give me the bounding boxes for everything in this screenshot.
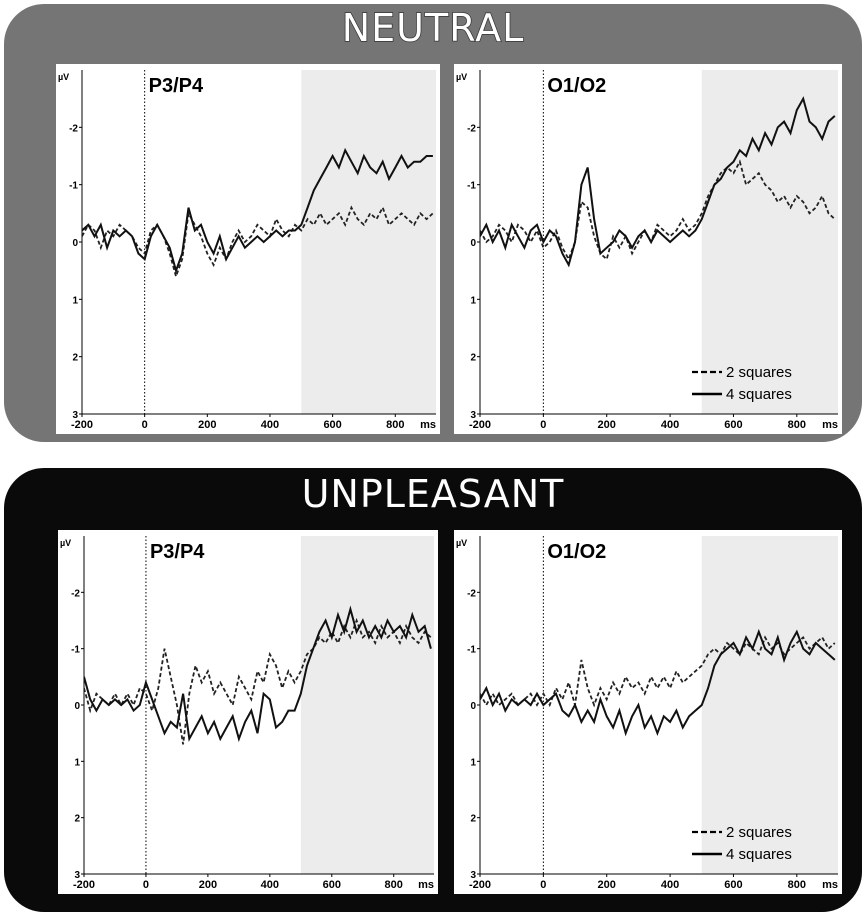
neutral-section: NEUTRAL -2 -1 0 1 2 3 -200 0 200 400 600 800 ms µV P3/… (4, 4, 862, 442)
x-tick-label: 200 (598, 879, 616, 891)
y-tick-label: -1 (71, 645, 80, 656)
y-unit-label: µV (456, 72, 467, 82)
legend-label-2-squares: 2 squares (726, 364, 792, 381)
y-tick-label: 1 (470, 295, 476, 306)
x-tick-label: 0 (540, 879, 546, 891)
section-title: UNPLEASANT (301, 472, 565, 516)
x-tick-label: 800 (788, 419, 806, 431)
y-tick-label: 3 (74, 870, 80, 881)
y-tick-label: 1 (470, 757, 476, 768)
x-tick-label: 600 (724, 879, 742, 891)
panel-label: P3/P4 (149, 75, 204, 97)
legend-label-4-squares: 4 squares (726, 846, 792, 863)
analysis-window-shade (300, 536, 434, 874)
y-tick-label: -1 (467, 645, 476, 656)
x-tick-label: 0 (143, 879, 149, 891)
erp-chart-svg: -2 -1 0 1 2 3-200 0 200 400 600 800 ms µV P3/P4 (58, 70, 436, 431)
chart-panel-p3p4: -2 -1 0 1 2 3 -200 0 200 400 600 800 ms µV P3/P4 (56, 64, 440, 434)
y-tick-label: 2 (470, 814, 476, 825)
x-tick-label: -200 (469, 879, 491, 891)
x-tick-label: 600 (323, 879, 341, 891)
x-tick-label: -200 (71, 419, 93, 431)
series-4-squares-line (84, 605, 432, 743)
erp-chart-svg: -2 -1 0 1 2 3-200 0 200 400 600 800 ms µV P3/P4 (60, 536, 434, 891)
x-tick-label: 200 (198, 419, 216, 431)
y-tick-label: -2 (467, 123, 476, 134)
x-unit-label: ms (822, 879, 838, 891)
panel-label: P3/P4 (150, 541, 205, 563)
y-tick-label: 0 (470, 701, 476, 712)
x-unit-label: ms (822, 419, 838, 431)
y-tick-label: -1 (467, 181, 476, 192)
series-4-squares-line (480, 96, 836, 268)
series-2-squares-line (480, 159, 836, 262)
x-unit-label: ms (420, 419, 436, 431)
y-tick-label: 1 (72, 295, 78, 306)
erp-chart-svg: -2 -1 0 1 2 3-200 0 200 400 600 800 ms µV O1/O2 2 squa… (456, 70, 838, 431)
x-tick-label: 400 (261, 879, 279, 891)
y-tick-label: 2 (74, 814, 80, 825)
panel-label: O1/O2 (547, 75, 606, 97)
x-tick-label: 400 (261, 419, 279, 431)
x-tick-label: 600 (323, 419, 341, 431)
x-tick-label: 200 (598, 419, 616, 431)
unpleasant-section: UNPLEASANT -2 -1 0 1 2 3 -200 0 200 400 600 800 ms µV… (4, 468, 862, 912)
y-unit-label: µV (58, 72, 69, 82)
y-tick-label: 3 (470, 410, 476, 421)
chart-panel-o1o2: -2 -1 0 1 2 3 -200 0 200 400 600 800 ms µV O1/O2 2 squa… (454, 64, 842, 434)
x-tick-label: 400 (661, 419, 679, 431)
y-unit-label: µV (456, 538, 467, 548)
legend-label-4-squares: 4 squares (726, 386, 792, 403)
x-tick-label: -200 (469, 419, 491, 431)
analysis-window-shade (701, 70, 838, 414)
x-tick-label: 800 (385, 879, 403, 891)
y-tick-label: 1 (74, 757, 80, 768)
y-tick-label: 0 (72, 238, 78, 249)
x-tick-label: 600 (724, 419, 742, 431)
panel-label: O1/O2 (547, 541, 606, 563)
series-2-squares-line (82, 205, 434, 280)
x-tick-label: 400 (661, 879, 679, 891)
x-tick-label: 0 (540, 419, 546, 431)
x-tick-label: 800 (386, 419, 404, 431)
series-4-squares-line (480, 628, 836, 737)
chart-panel-o1o2: -2 -1 0 1 2 3 -200 0 200 400 600 800 ms µV O1/O2 2 squa… (454, 530, 842, 894)
y-tick-label: -2 (467, 588, 476, 599)
y-unit-label: µV (60, 538, 71, 548)
x-tick-label: -200 (73, 879, 95, 891)
y-tick-label: -2 (71, 588, 80, 599)
chart-panel-p3p4: -2 -1 0 1 2 3 -200 0 200 400 600 800 ms µV P3/P4 (58, 530, 438, 894)
y-tick-label: 3 (72, 410, 78, 421)
y-tick-label: 3 (470, 870, 476, 881)
analysis-window-shade (701, 536, 838, 874)
erp-chart-svg: -2 -1 0 1 2 3-200 0 200 400 600 800 ms µV O1/O2 2 squa… (456, 536, 838, 891)
section-title: NEUTRAL (341, 5, 525, 51)
y-tick-label: 2 (470, 353, 476, 364)
series-2-squares-line (84, 617, 432, 745)
y-tick-label: 0 (470, 238, 476, 249)
legend-label-2-squares: 2 squares (726, 824, 792, 841)
analysis-window-shade (301, 70, 436, 414)
y-tick-label: -2 (69, 123, 78, 134)
x-unit-label: ms (418, 879, 434, 891)
y-tick-label: -1 (69, 181, 78, 192)
x-tick-label: 800 (788, 879, 806, 891)
y-tick-label: 2 (72, 353, 78, 364)
x-tick-label: 200 (199, 879, 217, 891)
series-4-squares-line (82, 147, 433, 275)
x-tick-label: 0 (142, 419, 148, 431)
y-tick-label: 0 (74, 701, 80, 712)
